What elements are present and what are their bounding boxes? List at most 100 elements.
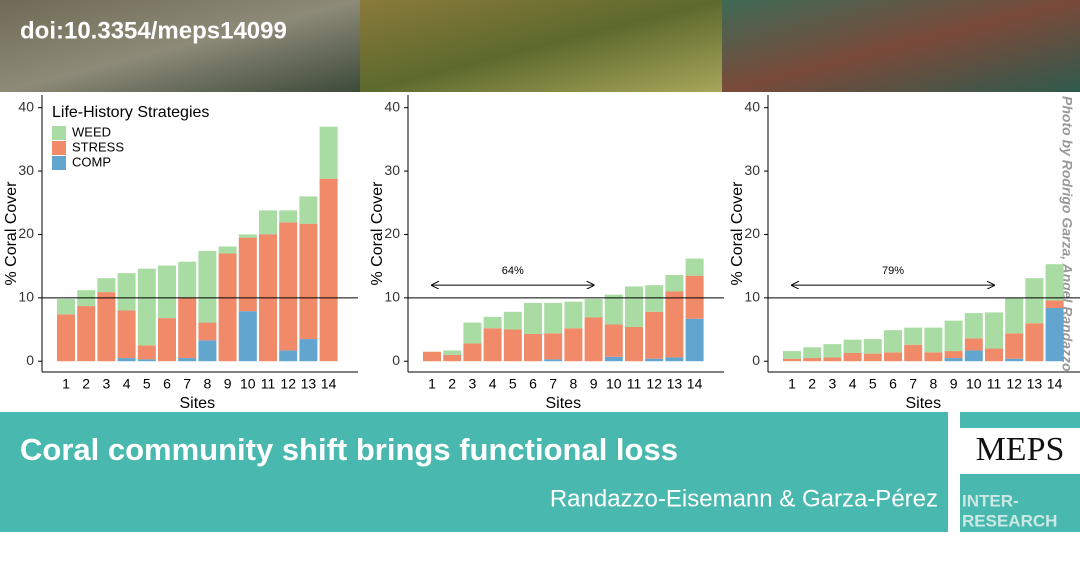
bar (685, 258, 704, 276)
y-tick-label: 40 (384, 98, 400, 114)
bar (685, 275, 704, 319)
bar (77, 306, 96, 362)
x-tick-label: 13 (667, 376, 683, 392)
x-tick-label: 12 (646, 376, 662, 392)
y-tick-label: 0 (392, 352, 400, 368)
bar (238, 234, 257, 238)
bar (924, 327, 943, 353)
x-tick-label: 6 (163, 376, 171, 392)
bar (238, 311, 257, 362)
x-tick-label: 13 (1027, 376, 1043, 392)
bar (1005, 297, 1024, 334)
bar (604, 294, 623, 325)
x-tick-label: 3 (103, 376, 111, 392)
bar (625, 326, 643, 362)
annotation-label: 64% (502, 265, 524, 277)
x-tick-label: 2 (808, 376, 816, 392)
bar (544, 302, 563, 334)
x-tick-label: 3 (469, 376, 477, 392)
bar (443, 350, 462, 355)
bar (259, 210, 277, 235)
x-axis-title: Sites (906, 395, 942, 412)
x-tick-label: 6 (529, 376, 537, 392)
bar (57, 314, 75, 362)
bar (319, 126, 338, 179)
bar (238, 237, 257, 312)
bar (584, 317, 603, 362)
bar (904, 344, 923, 362)
journal: MEPS (976, 431, 1065, 468)
y-tick-label: 0 (752, 352, 760, 368)
x-tick-label: 13 (301, 376, 317, 392)
x-tick-label: 12 (1006, 376, 1022, 392)
y-tick-label: 40 (744, 98, 760, 114)
y-tick-label: 10 (18, 289, 34, 305)
title: Coral community shift brings functional … (20, 432, 678, 467)
authors: Randazzo-Eisemann & Garza-Pérez (550, 485, 938, 512)
x-tick-label: 11 (261, 376, 276, 392)
bar (319, 178, 338, 362)
y-tick-label: 30 (18, 162, 34, 178)
bar (604, 356, 623, 362)
y-axis-title: % Coral Cover (369, 181, 386, 286)
bar (964, 350, 983, 362)
y-tick-label: 10 (384, 289, 400, 305)
bar (1045, 264, 1064, 301)
bar (198, 322, 217, 341)
title-banner (0, 412, 948, 532)
bar (178, 261, 197, 298)
x-tick-label: 5 (869, 376, 877, 392)
x-tick-label: 10 (966, 376, 982, 392)
bar (137, 345, 156, 360)
bar (1045, 300, 1064, 308)
legend-title: Life-History Strategies (52, 104, 209, 121)
bar (665, 291, 684, 358)
bar (544, 359, 563, 362)
bar (299, 339, 318, 362)
bar (645, 358, 664, 362)
bar (964, 313, 983, 339)
bar (584, 299, 603, 318)
photo (722, 0, 1080, 92)
x-tick-label: 5 (509, 376, 517, 392)
bar (299, 223, 318, 340)
bar (884, 330, 902, 353)
x-tick-label: 10 (606, 376, 622, 392)
bar (944, 351, 963, 359)
y-tick-label: 20 (384, 225, 400, 241)
bar (645, 311, 664, 359)
x-tick-label: 1 (788, 376, 796, 392)
x-tick-label: 12 (280, 376, 296, 392)
bar (218, 246, 237, 254)
bar (985, 312, 1003, 349)
bar (463, 343, 482, 362)
publisher: INTER- (962, 491, 1019, 510)
bar (97, 292, 116, 362)
bar (665, 357, 684, 362)
x-axis-title: Sites (180, 395, 216, 412)
bar (279, 222, 298, 351)
bar (483, 328, 502, 362)
bar (985, 348, 1003, 362)
x-tick-label: 1 (62, 376, 70, 392)
y-tick-label: 20 (744, 225, 760, 241)
x-tick-label: 9 (950, 376, 958, 392)
y-tick-label: 30 (384, 162, 400, 178)
legend-swatch (52, 126, 66, 140)
publisher: RESEARCH (962, 511, 1057, 530)
y-tick-label: 30 (744, 162, 760, 178)
bar (884, 352, 902, 362)
x-tick-label: 3 (829, 376, 837, 392)
bar (944, 320, 963, 352)
y-tick-label: 10 (744, 289, 760, 305)
logo-white (960, 428, 1080, 474)
y-tick-label: 40 (18, 98, 34, 114)
x-tick-label: 8 (204, 376, 212, 392)
bar (924, 352, 943, 362)
bar (117, 358, 136, 362)
bar (1005, 358, 1024, 362)
bar (178, 358, 197, 362)
x-tick-label: 5 (143, 376, 151, 392)
bar (645, 285, 664, 312)
